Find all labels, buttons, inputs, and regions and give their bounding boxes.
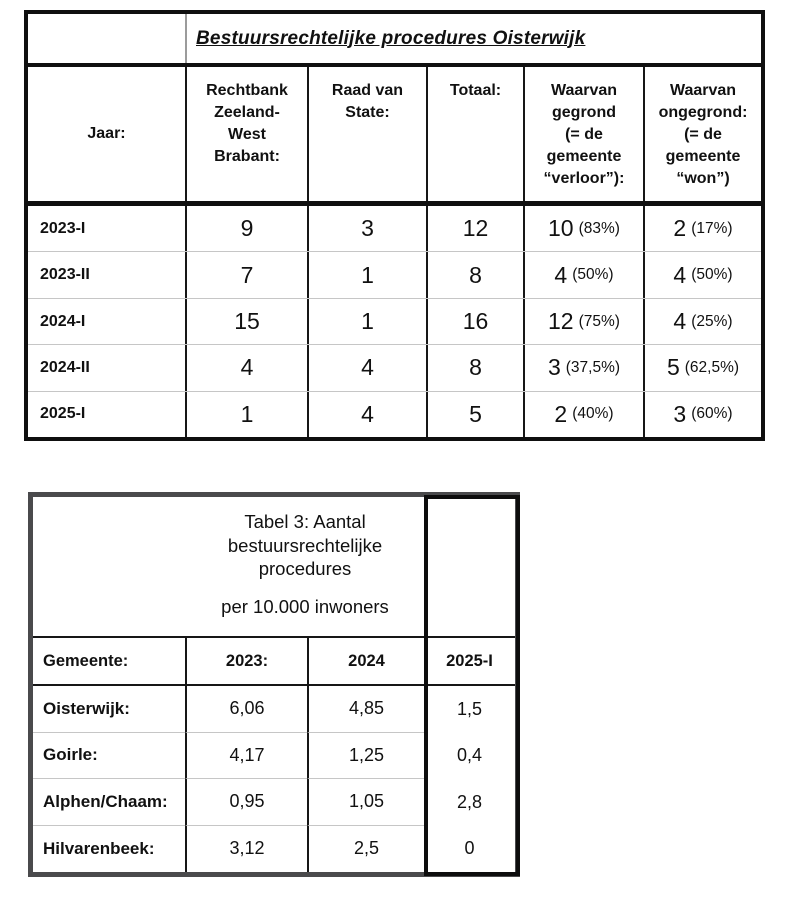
ongegrond-percent: (62,5%) [684,358,740,376]
table-row: Goirle: 4,17 1,25 0,4 [33,732,515,779]
table1-title-cell: Bestuursrechtelijke procedures Oisterwij… [185,14,761,63]
ongegrond-percent: (17%) [691,219,733,237]
header-2024: 2024 [307,638,424,684]
cell-gegrond: 4 (50%) [523,252,643,298]
table-row: 2025-I 1 4 5 2 (40%) 3 (60%) [28,391,761,438]
procedures-table: Bestuursrechtelijke procedures Oisterwij… [24,10,765,441]
cell-ongegrond: 3 (60%) [643,391,761,438]
cell-jaar: 2024-I [40,312,86,330]
tabel3-title: Tabel 3: Aantal bestuursrechtelijke proc… [227,511,383,579]
cell-rechtbank: 15 [185,298,307,345]
cell-totaal: 8 [426,252,523,298]
cell-2024: 1,25 [307,732,424,779]
header-jaar: Jaar: [87,125,126,142]
cell-ongegrond: 4 (50%) [643,252,761,298]
table-row: 2024-II 4 4 8 3 (37,5%) 5 (62,5%) [28,345,761,392]
cell-2025: 0 [464,838,475,859]
table-row: Hilvarenbeek: 3,12 2,5 0 [33,825,515,872]
gegrond-percent: (37,5%) [565,358,621,376]
cell-jaar: 2025-I [40,405,86,423]
cell-gegrond: 2 (40%) [523,391,643,438]
cell-2025: 2,8 [456,791,483,812]
table-row: Alphen/Chaam: 0,95 1,05 2,8 [33,779,515,826]
cell-gegrond: 12 (75%) [523,298,643,345]
table-row: 2023-II 7 1 8 4 (50%) 4 (50%) [28,252,761,299]
cell-2024: 4,85 [307,686,424,733]
cell-2023: 0,95 [185,779,307,826]
cell-raad: 3 [307,206,426,252]
cell-ongegrond: 4 (25%) [643,298,761,345]
ongegrond-count: 4 [673,308,687,335]
cell-gegrond: 10 (83%) [523,206,643,252]
cell-gemeente: Alphen/Chaam: [33,779,185,826]
gegrond-count: 3 [547,354,561,381]
cell-jaar: 2023-I [40,219,86,237]
table-row: Oisterwijk: 6,06 4,85 1,5 [33,686,515,733]
cell-rechtbank: 7 [185,252,307,298]
gegrond-percent: (40%) [572,405,614,423]
cell-totaal: 8 [426,345,523,391]
cell-rechtbank: 1 [185,391,307,438]
cell-2025: 1,5 [456,698,483,719]
header-gemeente: Gemeente: [43,651,129,670]
table1-empty-cell [28,14,185,63]
tabel3-subtitle: per 10.000 inwoners [221,595,389,617]
cell-rechtbank: 9 [185,206,307,252]
header-totaal: Totaal: [426,67,523,201]
gegrond-count: 4 [554,261,568,288]
header-waarvan-gegrond: Waarvan gegrond (= de gemeente “verloor”… [523,67,643,201]
cell-jaar: 2023-II [40,266,90,284]
ongegrond-count: 5 [666,354,680,381]
gegrond-count: 2 [554,400,568,427]
gegrond-count: 12 [548,308,574,335]
table1-title-row: Bestuursrechtelijke procedures Oisterwij… [28,14,761,67]
cell-2023: 3,12 [185,825,307,872]
cell-raad: 1 [307,298,426,345]
ongegrond-percent: (50%) [691,266,733,284]
tabel3-header-row: Gemeente: 2023: 2024 2025-I [33,638,515,686]
ongegrond-count: 2 [673,215,687,242]
header-waarvan-ongegrond: Waarvan ongegrond: (= de gemeente “won”) [643,67,761,201]
gegrond-count: 10 [548,215,574,242]
header-rechtbank: Rechtbank Zeeland- West Brabant: [185,67,307,201]
cell-raad: 1 [307,252,426,298]
cell-2024: 2,5 [307,825,424,872]
cell-gemeente: Goirle: [33,733,185,779]
cell-totaal: 16 [426,298,523,345]
gegrond-percent: (83%) [578,219,620,237]
table1-header-row: Jaar: Rechtbank Zeeland- West Brabant: R… [28,67,761,206]
table-row: 2023-I 9 3 12 10 (83%) 2 (17%) [28,206,761,253]
cell-gegrond: 3 (37,5%) [523,345,643,391]
cell-gemeente: Oisterwijk: [33,686,185,733]
cell-totaal: 5 [426,391,523,438]
cell-jaar: 2024-II [40,358,90,376]
header-2025-I: 2025-I [446,651,493,670]
tabel3-table: Tabel 3: Aantal bestuursrechtelijke proc… [28,492,520,877]
cell-raad: 4 [307,391,426,438]
cell-ongegrond: 5 (62,5%) [643,345,761,391]
ongegrond-count: 4 [673,261,687,288]
tabel3-title-block: Tabel 3: Aantal bestuursrechtelijke proc… [33,497,515,638]
gegrond-percent: (75%) [578,312,620,330]
cell-ongegrond: 2 (17%) [643,206,761,252]
table-row: 2024-I 15 1 16 12 (75%) 4 (25%) [28,298,761,346]
cell-totaal: 12 [426,206,523,252]
ongegrond-percent: (60%) [691,405,733,423]
cell-2024: 1,05 [307,779,424,826]
header-2023: 2023: [185,638,307,684]
ongegrond-percent: (25%) [691,312,733,330]
cell-2023: 6,06 [185,686,307,733]
cell-raad: 4 [307,345,426,391]
cell-rechtbank: 4 [185,345,307,391]
header-raad-van-state: Raad van State: [307,67,426,201]
ongegrond-count: 3 [673,400,687,427]
table1-title: Bestuursrechtelijke procedures Oisterwij… [196,27,586,49]
gegrond-percent: (50%) [572,266,614,284]
cell-2023: 4,17 [185,732,307,779]
cell-2025: 0,4 [456,745,483,766]
cell-gemeente: Hilvarenbeek: [43,838,155,858]
